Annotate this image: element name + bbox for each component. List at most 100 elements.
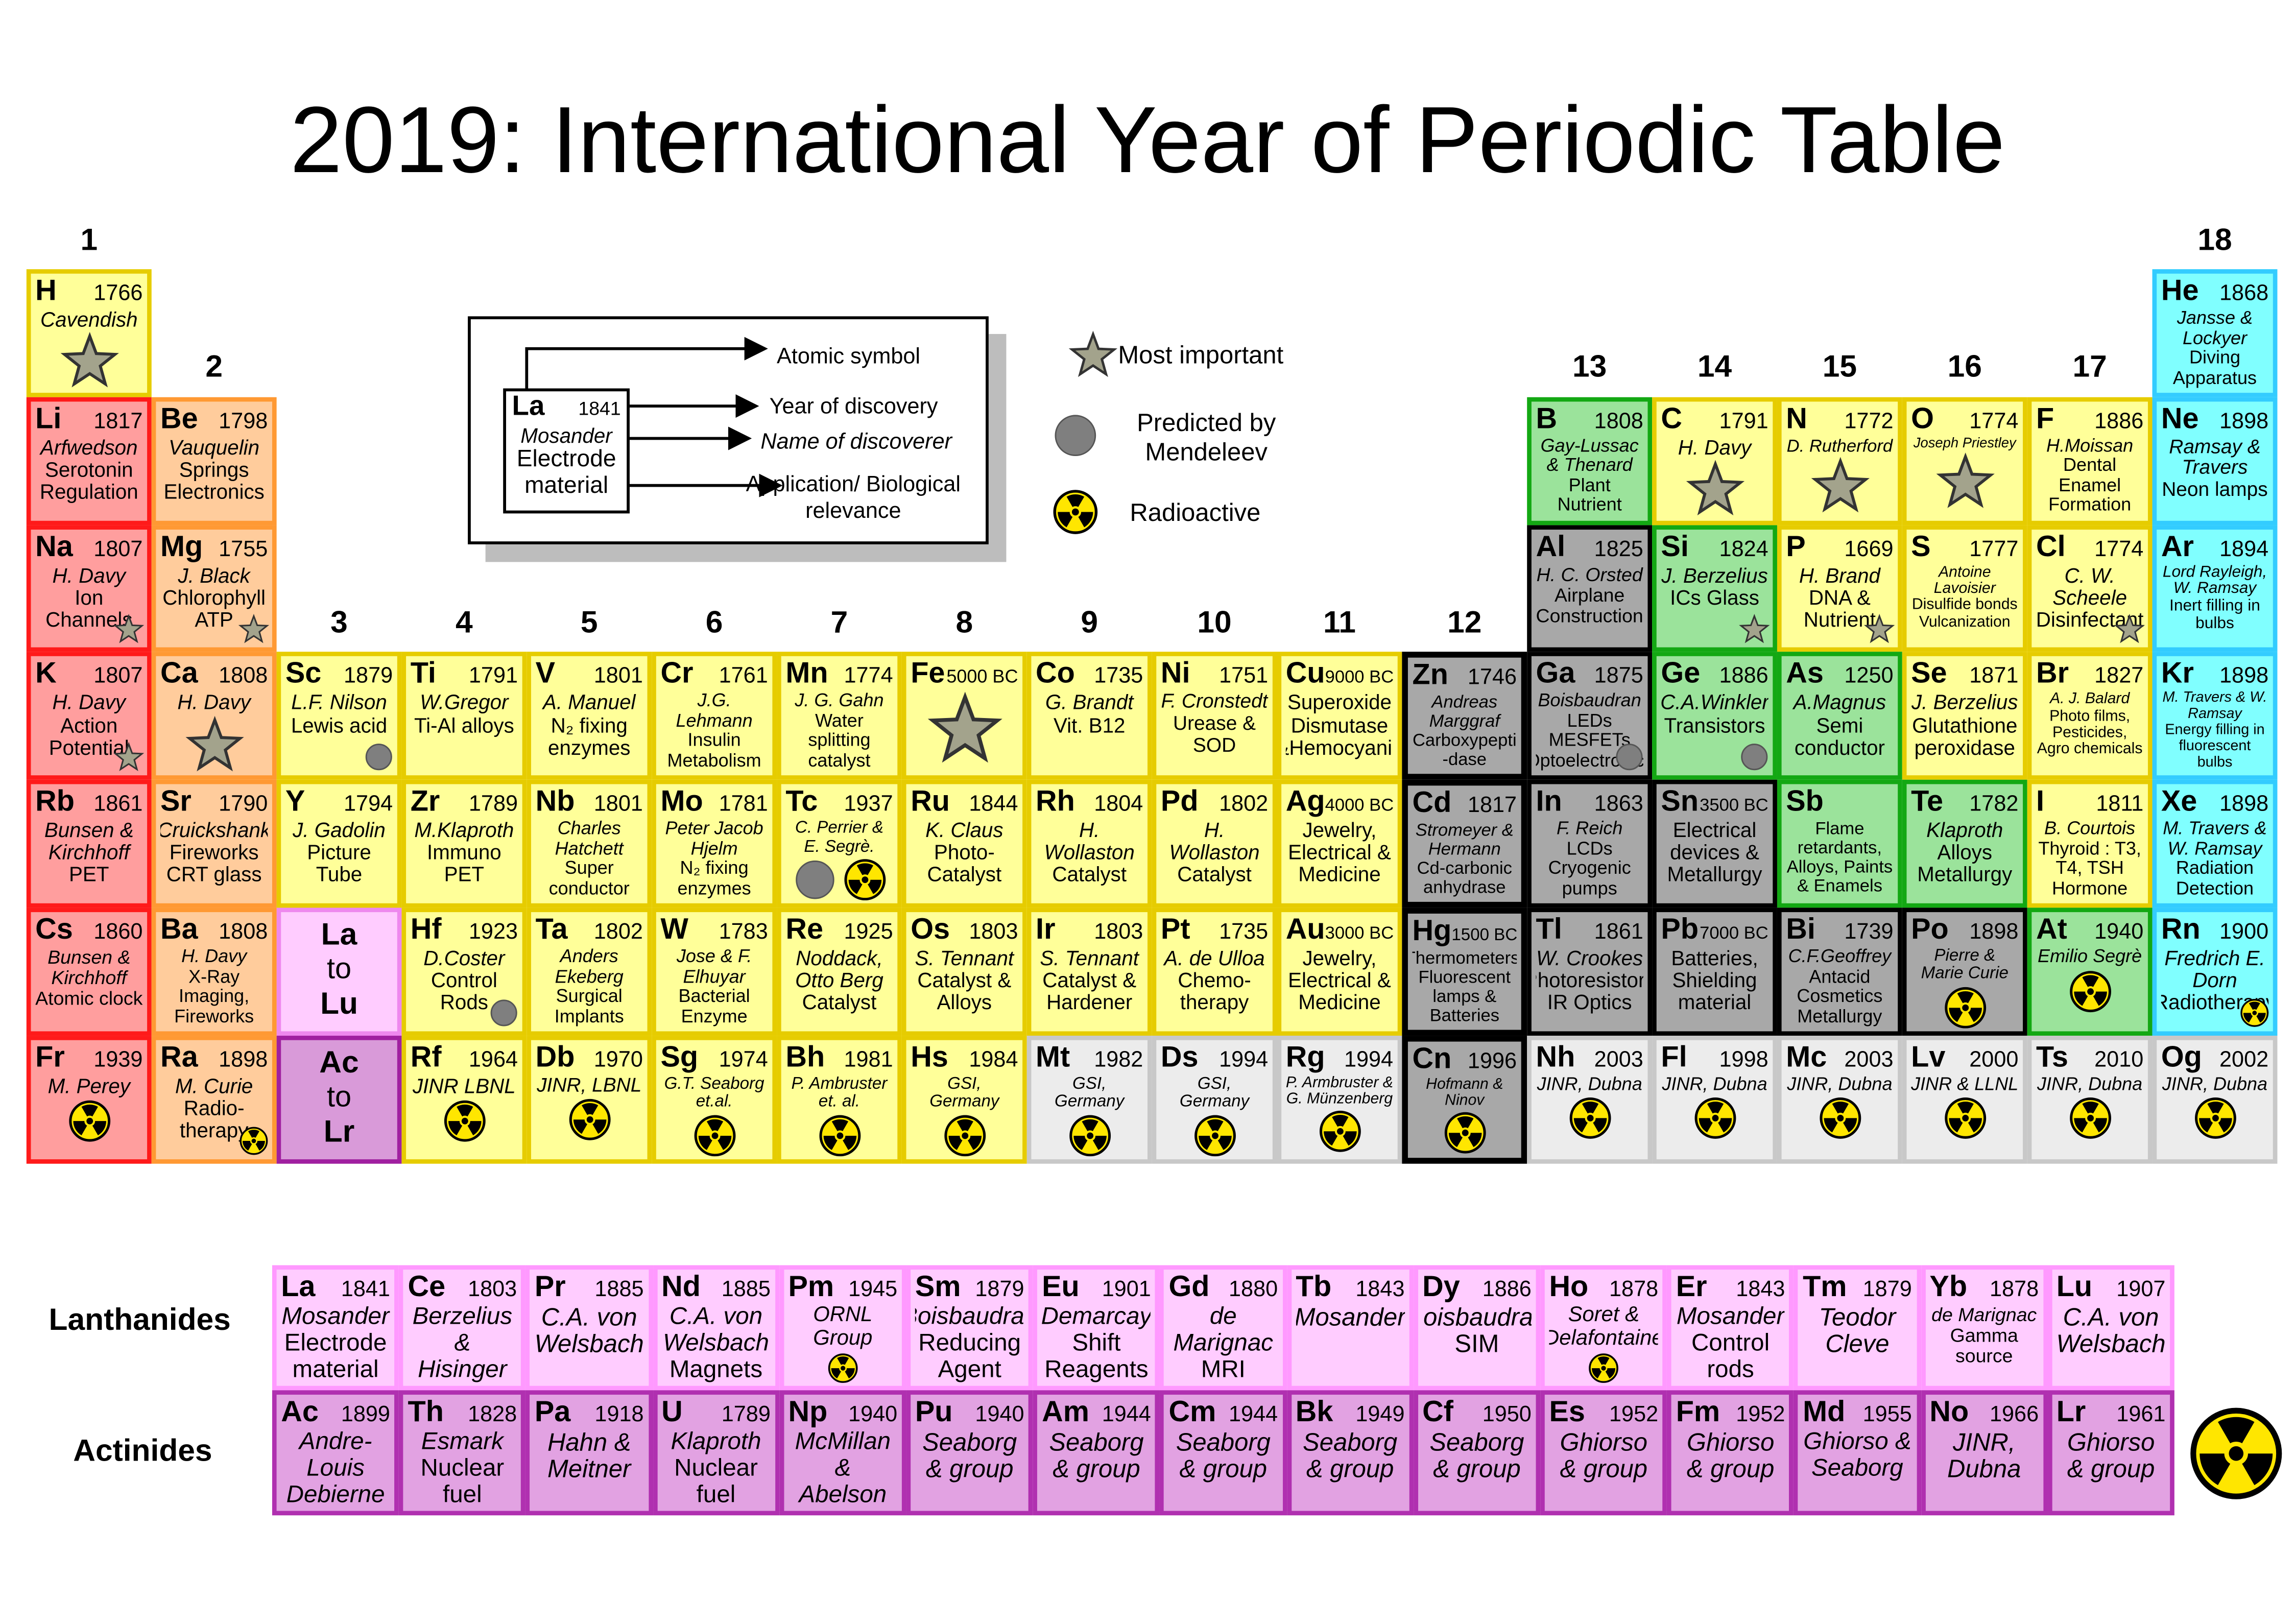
star-icon <box>238 614 270 644</box>
cell-header: Mc 2003 <box>1786 1041 1893 1075</box>
discoverer: JINR, Dubna <box>1537 1075 1642 1094</box>
atomic-symbol: He <box>2161 275 2199 308</box>
element-cell: S 1777 Antoine Lavoisier Disulfide bonds Vu… <box>1902 524 2027 653</box>
cell-header: Cr 1761 <box>660 658 768 692</box>
discovery-year: 1898 <box>2219 792 2269 817</box>
radioactive-blade <box>1092 1135 1106 1150</box>
icon-corner <box>238 614 270 644</box>
radioactive-blade <box>831 1118 848 1131</box>
discovery-year: 1825 <box>1594 536 1643 562</box>
radioactive-core <box>85 1117 92 1125</box>
radioactive-blade <box>1956 991 1973 1003</box>
cell-body: de Marignac Gamma source <box>1929 1305 2039 1383</box>
discoverer: GSI, Germany <box>929 1075 999 1111</box>
group-number: 11 <box>1323 606 1356 640</box>
atomic-symbol: Am <box>1042 1396 1089 1429</box>
discoverer: W. Crookes <box>1536 947 1643 970</box>
application: Alloys Metallurgy <box>1917 840 2013 887</box>
cell-body: Seaborg & group <box>1168 1430 1278 1508</box>
legend-symbol: La <box>512 391 545 422</box>
atomic-symbol: At <box>2036 913 2067 946</box>
discoverer: J. Gadolin <box>293 820 386 842</box>
element-cell: Te 1782 Klaproth Alloys Metallurgy <box>1902 780 2027 908</box>
cell-header: Si 1824 <box>1661 531 1768 564</box>
radioactive-core <box>1086 1132 1093 1139</box>
discoverer: Seaborg & group <box>1049 1430 1144 1484</box>
atomic-symbol: C <box>1661 402 1683 436</box>
icon-legend-label: Radioactive <box>1130 498 1261 527</box>
element-cell: Fm 1952 Ghiorso & group <box>1667 1390 1794 1516</box>
star-shape <box>1864 614 1895 644</box>
discoverer: Andre-Louis Debierne <box>286 1430 385 1508</box>
atomic-symbol: Ne <box>2161 402 2199 436</box>
atomic-symbol: Fe <box>911 658 945 691</box>
cell-header: At 1940 <box>2036 914 2143 947</box>
radioactive-core <box>586 1116 593 1124</box>
application: Chlorophyll ATP <box>162 585 266 631</box>
discovery-year: 1844 <box>969 792 1018 817</box>
application: Vit. B12 <box>1053 712 1126 736</box>
element-cell: Ti 1791 W.Gregor Ti-Al alloys <box>401 652 527 780</box>
group-number: 2 <box>205 350 223 384</box>
discovery-year: 1843 <box>1355 1277 1405 1302</box>
application: Insulin Metabolism <box>667 730 761 771</box>
atomic-symbol: Rn <box>2161 913 2201 946</box>
radioactive-blade <box>1331 1115 1348 1128</box>
discoverer: Ghiorso & group <box>1686 1430 1775 1484</box>
cell-body: Peter Jacob Hjelm N₂ fixing enzymes <box>660 820 768 900</box>
discovery-year: 1940 <box>848 1402 898 1427</box>
cell-body: BoisbaudranSIM <box>1422 1305 1532 1383</box>
radioactive-blade <box>591 1120 606 1135</box>
radioactive-core <box>2211 1115 2218 1122</box>
cell-header: O 1774 <box>1911 403 2018 437</box>
atomic-symbol: Pt <box>1160 913 1190 946</box>
discovery-year: 1807 <box>93 664 143 689</box>
discovery-year: 1940 <box>2094 919 2144 945</box>
element-cell: Sc 1879 L.F. Nilson Lewis acid <box>276 652 402 780</box>
discovery-year: 1861 <box>1594 919 1643 945</box>
radioactive-core <box>461 1117 468 1125</box>
element-cell: Li 1817 Arfwedson Serotonin Regulation <box>26 397 152 525</box>
discovery-year: 1907 <box>2116 1277 2166 1302</box>
discovery-year: 1735 <box>1219 919 1269 945</box>
element-cell: Sg 1974 G.T. Seaborg et.al. <box>652 1035 777 1163</box>
icon-row <box>1819 1097 1860 1139</box>
atomic-symbol: Lv <box>1911 1041 1946 1074</box>
discoverer: Peter Jacob Hjelm <box>665 820 763 859</box>
group-number: 14 <box>1697 350 1732 384</box>
discovery-year: 1669 <box>1844 536 1894 562</box>
discoverer: H. Wollaston <box>1044 820 1135 864</box>
element-cell: Gd 1880 de Marignac MRI <box>1160 1265 1287 1391</box>
icon-corner <box>1864 614 1895 644</box>
cell-body: J. Gadolin Picture Tube <box>285 820 393 900</box>
element-cell: Os 1803 S. Tennant Catalyst & Alloys <box>901 907 1027 1036</box>
cell-header: C 1791 <box>1661 403 1768 437</box>
cell-header: Er 1843 <box>1676 1271 1785 1305</box>
application: Atomic clock <box>35 987 143 1010</box>
icon-row <box>1694 1097 1735 1139</box>
application: Plant Nutrient <box>1557 474 1622 516</box>
group-number: 13 <box>1572 350 1607 384</box>
discovery-year: 1939 <box>93 1047 143 1072</box>
discoverer: J. Berzelius <box>1911 692 2018 714</box>
atomic-symbol: Lr <box>2056 1396 2086 1429</box>
cell-body: A. de Ulloa Chemo-therapy <box>1161 947 1268 1028</box>
application: Catalyst & Hardener <box>1042 968 1137 1014</box>
star-icon <box>185 715 244 771</box>
atomic-symbol: Hs <box>911 1041 948 1074</box>
discoverer: Esmark <box>421 1430 504 1455</box>
application: Catalyst <box>1052 863 1127 887</box>
element-cell: Cr 1761 J.G. Lehmann Insulin Metabolism <box>652 652 777 780</box>
discoverer: A. Manuel <box>542 692 636 714</box>
discovery-year: 1994 <box>1344 1047 1394 1072</box>
application: Magnets <box>669 1355 763 1382</box>
discoverer: Bunsen & Kirchhoff <box>44 820 134 864</box>
cell-body: C. Perrier & E. Segrè. <box>785 820 893 900</box>
cell-body: de Marignac MRI <box>1168 1305 1278 1383</box>
cell-body: Lord Rayleigh, W. Ramsay Inert filling in… <box>2161 564 2268 645</box>
radioactive-blade <box>73 1120 87 1135</box>
